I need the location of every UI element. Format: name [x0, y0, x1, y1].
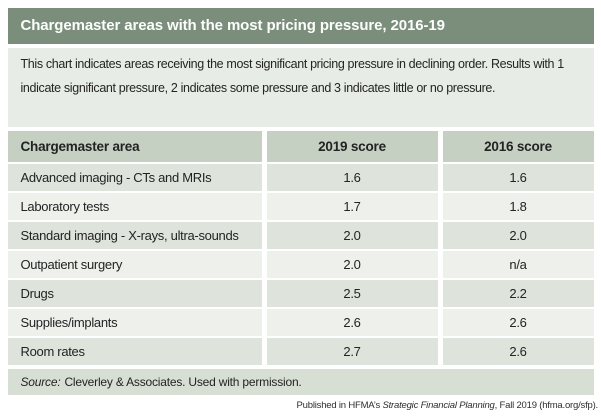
area-cell: Outpatient surgery [7, 251, 262, 278]
score-2019-cell: 2.0 [266, 251, 438, 278]
score-2016-cell: 2.2 [442, 280, 594, 307]
title-bar: Chargemaster areas with the most pricing… [7, 8, 594, 44]
publication-credit: Published in HFMA’s Strategic Financial … [0, 395, 601, 411]
score-2016-cell: n/a [442, 251, 594, 278]
area-cell: Advanced imaging - CTs and MRIs [7, 164, 262, 191]
publication-credit-suffix: , Fall 2019 (hfma.org/sfp). [494, 400, 599, 411]
score-2019-cell: 2.7 [266, 338, 438, 365]
infographic-panel: Chargemaster areas with the most pricing… [7, 8, 594, 395]
description-block: This chart indicates areas receiving the… [7, 48, 594, 127]
pricing-pressure-table: Chargemaster area 2019 score 2016 score … [7, 131, 594, 365]
score-2016-cell: 1.8 [442, 193, 594, 220]
area-cell: Supplies/implants [7, 309, 262, 336]
area-cell: Standard imaging - X-rays, ultra-sounds [7, 222, 262, 249]
description-text: This chart indicates areas receiving the… [20, 57, 565, 95]
score-2019-cell: 1.6 [266, 164, 438, 191]
column-header-chargemaster-area: Chargemaster area [7, 131, 262, 162]
score-2019-cell: 2.5 [266, 280, 438, 307]
score-2016-cell: 2.6 [442, 338, 594, 365]
score-2016-cell: 1.6 [442, 164, 594, 191]
score-2016-cell: 2.6 [442, 309, 594, 336]
source-note: Source: Cleverley & Associates. Used with… [7, 369, 594, 395]
score-2019-cell: 2.0 [266, 222, 438, 249]
publication-credit-prefix: Published in HFMA’s [296, 400, 383, 411]
score-2019-cell: 2.6 [266, 309, 438, 336]
area-cell: Drugs [7, 280, 262, 307]
area-cell: Room rates [7, 338, 262, 365]
source-label: Source: [20, 375, 61, 389]
column-header-2016-score: 2016 score [442, 131, 594, 162]
publication-title: Strategic Financial Planning [382, 400, 495, 411]
page-title: Chargemaster areas with the most pricing… [20, 17, 445, 34]
source-text: Cleverley & Associates. Used with permis… [64, 375, 302, 389]
score-2016-cell: 2.0 [442, 222, 594, 249]
area-cell: Laboratory tests [7, 193, 262, 220]
score-2019-cell: 1.7 [266, 193, 438, 220]
column-header-2019-score: 2019 score [266, 131, 438, 162]
